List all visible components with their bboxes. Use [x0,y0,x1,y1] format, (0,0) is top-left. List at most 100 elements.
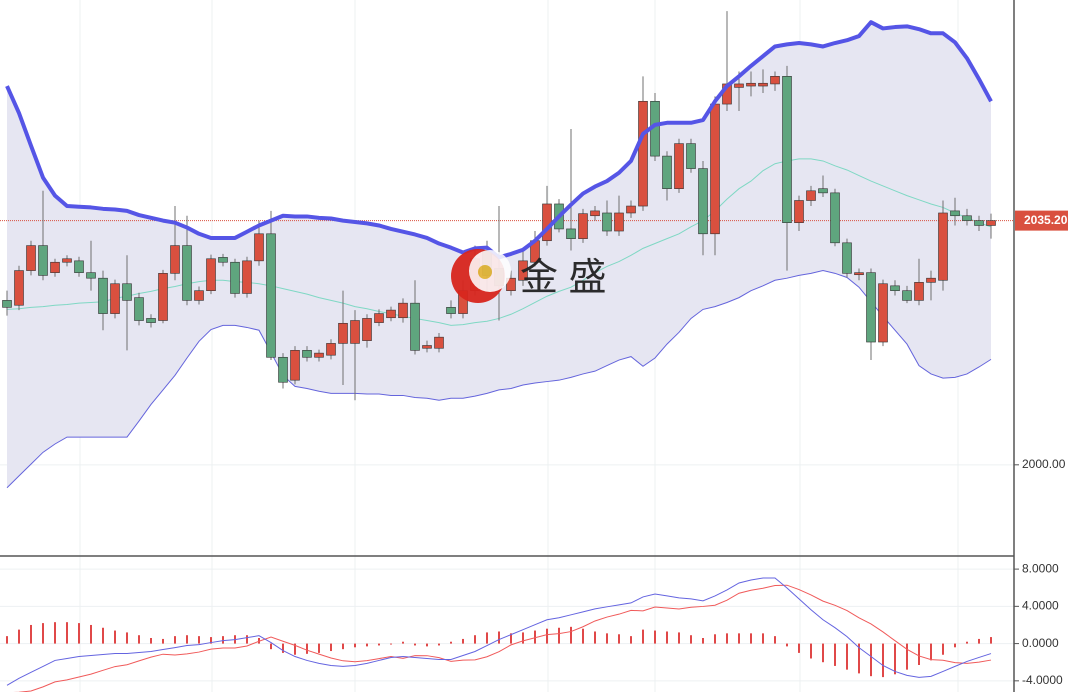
y-tick-label: 0.0000 [1022,636,1059,650]
candle-body [746,82,756,87]
histogram-bar [174,636,176,644]
histogram-bar [186,635,188,644]
candle-body [26,245,36,271]
candle-body [182,245,192,301]
histogram-bar [318,643,320,653]
candle-body [62,258,72,263]
candle-body [410,302,420,351]
histogram-bar [522,632,524,644]
candle-body [74,260,84,273]
histogram-bar [798,643,800,653]
histogram-bar [414,643,416,646]
histogram-bar [30,624,32,644]
candle-body [866,272,876,343]
candle-body [170,245,180,274]
histogram-bar [210,637,212,644]
histogram-bar [594,631,596,644]
histogram-bar [822,643,824,663]
y-tick-label: 2000.00 [1022,457,1066,471]
candle-body [950,210,960,217]
band-area [7,22,991,488]
histogram-bar [978,638,980,644]
histogram-bar [546,628,548,644]
candle-body [602,212,612,232]
histogram-bar [990,637,992,644]
candle-body [686,143,696,169]
histogram-bar [558,627,560,644]
candle-body [938,212,948,281]
candle-body [710,103,720,235]
histogram-bar [582,628,584,644]
last-price-box [1015,210,1068,231]
histogram-bar [462,638,464,644]
candle-body [842,242,852,274]
histogram-bar [330,643,332,652]
candle-body [398,302,408,319]
histogram-bar [858,643,860,674]
histogram-bar [930,643,932,661]
candle-body [986,220,996,226]
candle-body [818,188,828,194]
histogram-bar [18,629,20,644]
candle-body [734,83,744,88]
macd-panel [0,568,1014,692]
histogram-bar [150,638,152,644]
histogram-bar [870,643,872,677]
histogram-bar [486,632,488,644]
candle-body [782,76,792,223]
histogram-bar [954,643,956,648]
candle-body [326,343,336,356]
histogram-bar [294,643,296,655]
histogram-bar [246,635,248,644]
histogram-bar [366,643,368,647]
histogram-bar [450,641,452,644]
histogram-bar [54,622,56,644]
candle-body [350,320,360,344]
candle-body [626,205,636,214]
histogram-bar [138,635,140,644]
y-tick-label: -4.0000 [1022,673,1063,687]
histogram-bar [90,624,92,644]
candle-body [50,261,60,273]
candle-body [302,350,312,358]
candle-body [902,290,912,301]
candle-body [974,220,984,226]
candle-body [566,228,576,239]
histogram-bar [474,635,476,644]
histogram-bar [570,626,572,644]
histogram-bar [786,643,788,647]
dif-line [6,577,992,686]
histogram-bar [894,643,896,675]
histogram-bar [762,633,764,644]
logo-ball [478,265,492,279]
candle-body [614,212,624,232]
histogram-bar [678,632,680,644]
histogram-bar [834,643,836,666]
candle-body [122,283,132,301]
candle-body [2,300,12,308]
candle-body [698,168,708,235]
price-panel [0,11,1014,489]
histogram-bar [66,622,68,644]
candle-body [434,336,444,349]
histogram-bar [42,623,44,644]
histogram-bar [306,643,308,654]
candle-body [230,261,240,294]
candle-body [770,76,780,85]
candle-body [254,233,264,262]
candle-body [362,318,372,341]
candle-body [542,203,552,242]
candle-body [218,257,228,263]
histogram-bar [198,636,200,644]
candle-body [158,273,168,321]
histogram-bar [534,630,536,644]
candle-body [758,82,768,87]
candle-body [134,297,144,321]
histogram-bar [78,623,80,644]
watermark: 金 盛 [451,249,607,303]
candle-body [878,283,888,343]
histogram-bar [438,643,440,646]
last-price-label: 2035.20 [1024,213,1068,227]
candle-body [242,260,252,294]
histogram-bar [942,643,944,655]
